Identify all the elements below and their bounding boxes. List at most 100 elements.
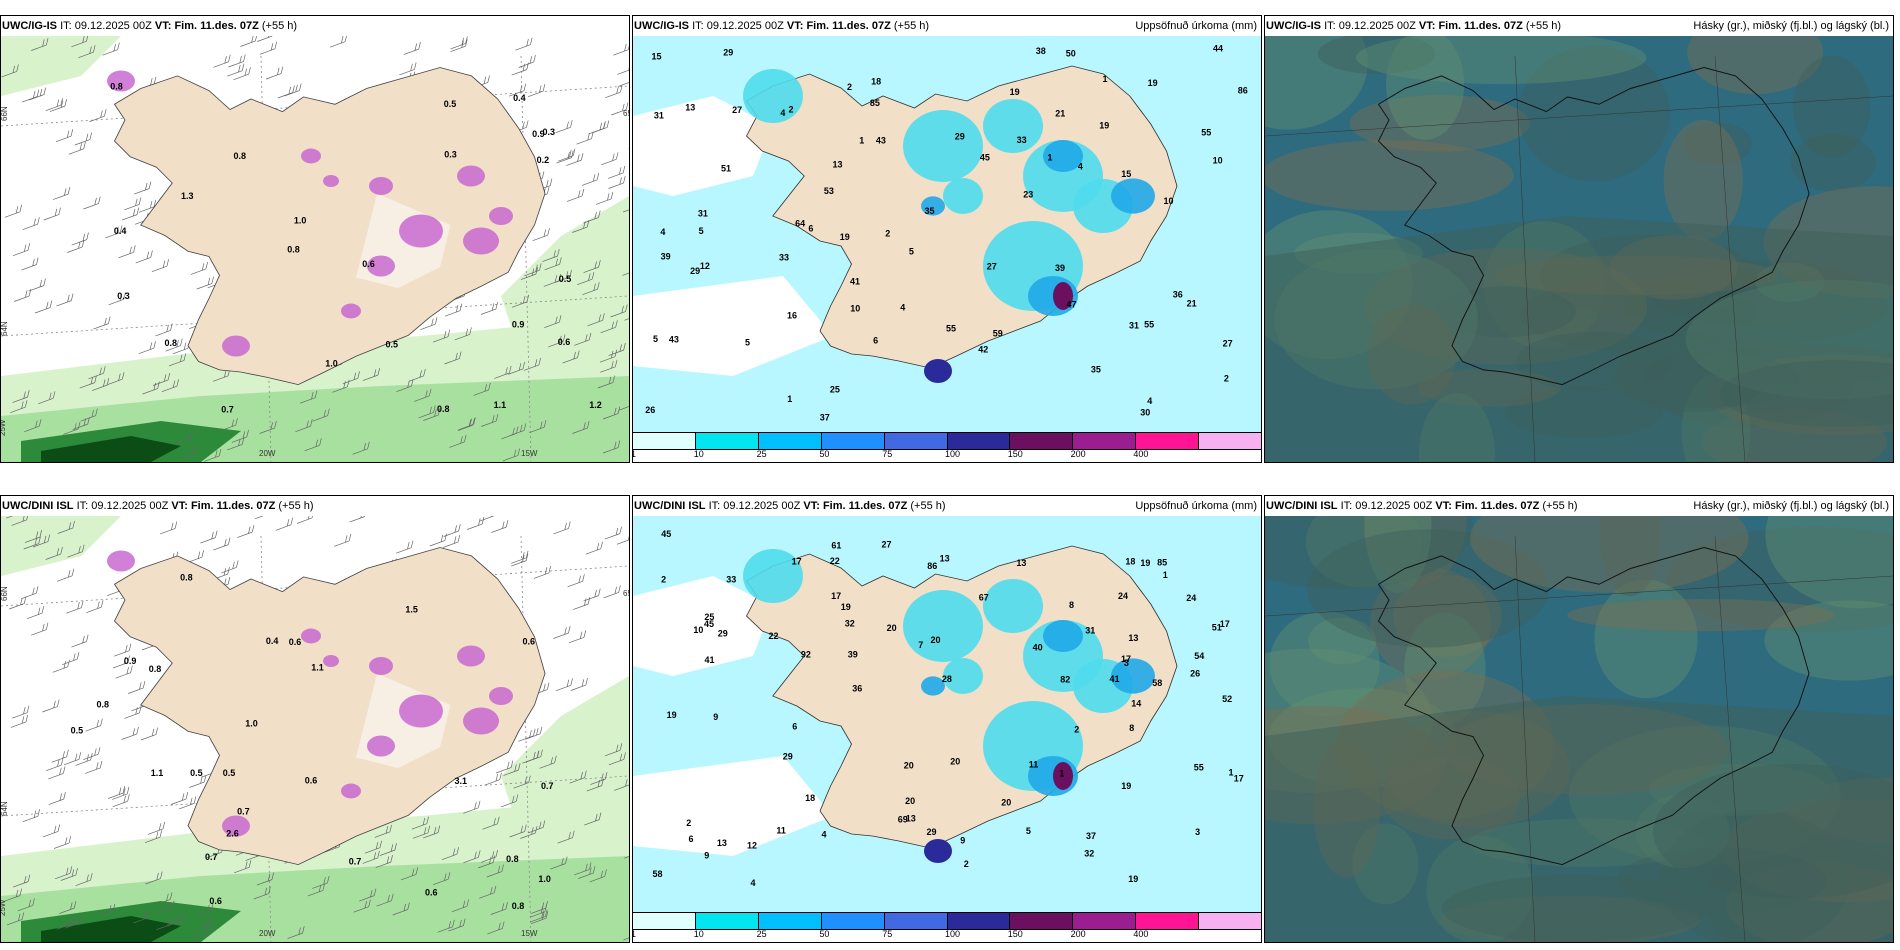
barb-flag [568, 832, 571, 840]
colorbar-swatch [758, 913, 822, 929]
barb-shaft [423, 414, 439, 421]
barb-shaft [589, 876, 605, 883]
barb-flag [286, 519, 290, 527]
barb-flag [268, 36, 271, 38]
barb-flag [437, 407, 441, 416]
wind-barb [147, 821, 165, 835]
barb-flag [502, 521, 505, 529]
barb-shaft [555, 126, 571, 134]
value-label: 1.1 [494, 400, 507, 410]
wind-barb [175, 432, 193, 445]
barb-flag [24, 875, 27, 884]
wind-barb [259, 41, 277, 55]
wind-barb [62, 652, 80, 666]
barb-flag [157, 381, 160, 389]
colorbar-swatch [695, 913, 759, 929]
barb-flag [23, 596, 27, 604]
value-label: 31 [654, 111, 664, 121]
colorbar-tick: 200 [1070, 449, 1086, 459]
colorbar-tick: 1 [633, 449, 636, 459]
grid-line [1514, 55, 1536, 462]
wind-barb [265, 66, 284, 80]
barb-flag [466, 899, 469, 907]
barb-flag [20, 597, 23, 605]
wind-barb [600, 359, 618, 373]
barb-shaft [507, 368, 524, 375]
value-label: 0.5 [71, 725, 84, 735]
wind-barb [67, 544, 85, 558]
wind-barb [56, 293, 74, 307]
barb-flag [518, 363, 522, 371]
lon-label: 20W [259, 449, 276, 458]
barb-flag [16, 64, 19, 72]
barb-flag [444, 533, 447, 541]
barb-flag [615, 320, 618, 328]
wind-barb [495, 760, 514, 774]
barb-shaft [396, 385, 412, 393]
value-label: 0.6 [558, 337, 571, 347]
barb-flag [581, 188, 585, 197]
cloud-patch [1687, 36, 1824, 94]
cloud-patch [1470, 516, 1749, 593]
barb-flag [238, 65, 241, 73]
barb-shaft [152, 379, 169, 386]
wind-barb [557, 830, 575, 844]
barb-flag [567, 151, 570, 160]
barb-shaft [71, 40, 87, 48]
value-label: 2 [789, 105, 794, 115]
value-label: 9 [960, 835, 965, 845]
wind-barb [145, 871, 163, 885]
wind-barb [542, 249, 560, 262]
value-label: 29 [927, 827, 937, 837]
lon-label: 20W [259, 929, 276, 938]
value-label: 53 [824, 186, 834, 196]
barb-flag [104, 109, 107, 117]
value-label: 24 [1186, 593, 1196, 603]
barb-flag [472, 418, 475, 426]
barb-flag [123, 795, 126, 803]
barb-flag [604, 869, 607, 877]
value-label: 51 [721, 163, 731, 173]
barb-shaft [175, 438, 192, 445]
barb-flag [36, 257, 39, 265]
barb-shaft [556, 157, 572, 164]
lat-label: 25W [1, 899, 7, 916]
wind-barb [195, 925, 213, 939]
colorbar-swatch [633, 433, 696, 449]
wind-barb [32, 534, 51, 548]
wind-barb [623, 934, 629, 941]
barb-flag [526, 62, 529, 70]
barb-shaft [408, 375, 424, 382]
value-label: 50 [1066, 48, 1076, 58]
wind-barb [138, 199, 157, 213]
wind-barb [595, 191, 614, 205]
barb-shaft [396, 547, 412, 554]
wind-band [41, 436, 181, 462]
barb-flag [540, 421, 543, 429]
barb-shaft [480, 308, 497, 315]
barb-shaft [458, 423, 474, 431]
barb-shaft [473, 389, 489, 396]
value-label: 10 [1164, 196, 1174, 206]
barb-flag [314, 390, 318, 398]
colorbar-tick: 100 [945, 929, 961, 939]
wind-barb [562, 350, 580, 364]
barb-flag [423, 827, 427, 835]
wind-barb [503, 763, 521, 776]
it-label: IT: [1340, 500, 1353, 512]
barb-flag [345, 535, 348, 543]
wind-barb [86, 600, 104, 614]
value-label: 43 [876, 135, 886, 145]
lon-label: 15W [521, 929, 538, 938]
barb-flag [513, 449, 517, 457]
value-label: 1.0 [294, 216, 307, 226]
barb-shaft [83, 203, 99, 210]
barb-flag [616, 744, 619, 752]
barb-flag [541, 910, 544, 918]
value-label: 22 [769, 631, 779, 641]
wind-barb [572, 420, 590, 434]
barb-flag [200, 776, 203, 784]
barb-flag [600, 541, 603, 549]
barb-flag [415, 867, 419, 875]
value-label: 2 [1224, 374, 1229, 384]
